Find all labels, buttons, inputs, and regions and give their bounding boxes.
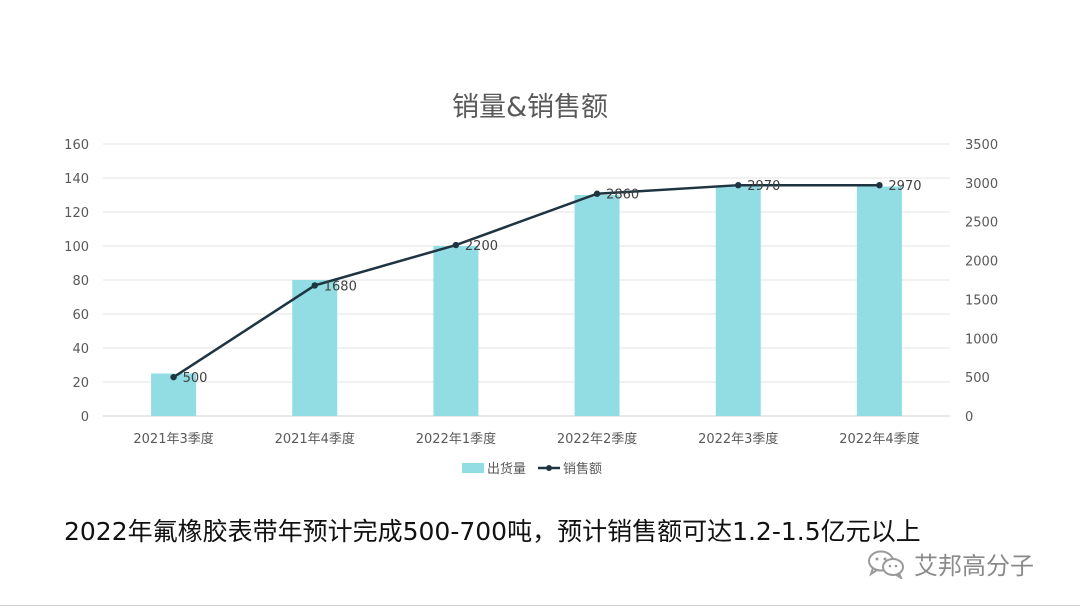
left-tick-label: 160 — [64, 138, 89, 153]
bar — [856, 186, 902, 416]
x-axis: 2021年3季度 2021年4季度 2022年1季度 2022年2季度 2022年3季度… — [133, 431, 919, 447]
x-tick-label: 2022年1季度 — [416, 431, 496, 447]
line-point — [735, 181, 742, 189]
caption-text: 2022年氟橡胶表带年预计完成500-700吨，预计销售额可达1.2-1.5亿元… — [64, 517, 921, 546]
watermark-text: 艾邦高分子 — [914, 552, 1034, 580]
legend-swatch-marker — [546, 465, 552, 471]
left-tick-label: 20 — [72, 376, 89, 391]
data-label: 2860 — [606, 188, 639, 203]
chart-title: 销量&销售额 — [452, 92, 608, 123]
x-tick-label: 2022年2季度 — [557, 431, 637, 447]
legend: 出货量 销售额 — [462, 461, 602, 477]
left-tick-label: 120 — [64, 206, 89, 221]
data-label: 500 — [183, 371, 208, 386]
line-point — [876, 181, 883, 189]
wechat-icon — [868, 550, 904, 579]
line-series: 500 1680 2200 2860 2970 2970 — [170, 179, 922, 386]
data-label: 2970 — [888, 179, 921, 194]
right-tick-label: 3000 — [965, 177, 998, 192]
right-tick-label: 0 — [965, 410, 973, 425]
bar-series — [151, 186, 902, 416]
bottom-divider — [0, 605, 1080, 606]
gridlines — [103, 143, 950, 417]
data-label: 2970 — [747, 179, 780, 194]
right-tick-label: 2500 — [965, 216, 998, 231]
right-tick-label: 3500 — [965, 138, 998, 153]
left-tick-label: 60 — [72, 308, 89, 323]
line-point — [311, 282, 318, 289]
bar — [715, 186, 761, 416]
left-tick-label: 0 — [81, 410, 89, 425]
left-tick-label: 40 — [72, 342, 89, 357]
bar — [292, 280, 338, 416]
bar — [433, 246, 479, 416]
line-point — [593, 190, 601, 197]
left-y-axis: 0 20 40 60 80 100 120 140 160 — [64, 138, 89, 425]
legend-label-bar: 出货量 — [487, 461, 526, 477]
bar — [574, 195, 620, 416]
legend-label-line: 销售额 — [563, 461, 602, 477]
left-tick-label: 100 — [64, 240, 89, 255]
left-tick-label: 140 — [64, 172, 89, 187]
right-y-axis: 0 500 1000 1500 2000 2500 3000 3500 — [965, 138, 998, 425]
line-point — [170, 373, 177, 381]
data-label: 1680 — [324, 279, 357, 294]
right-tick-label: 1500 — [965, 293, 998, 308]
right-tick-label: 1000 — [965, 332, 998, 347]
series-line — [172, 183, 880, 379]
legend-swatch-bar — [462, 463, 484, 473]
left-tick-label: 80 — [72, 274, 89, 289]
watermark: 艾邦高分子 — [866, 546, 1034, 581]
bar — [151, 373, 197, 416]
chart: 销量&销售额 500 1680 2200 2860 2970 2970 0 20 40 60 80… — [64, 92, 998, 477]
data-label: 2200 — [465, 239, 498, 254]
x-tick-label: 2022年4季度 — [839, 431, 919, 447]
right-tick-label: 500 — [965, 371, 990, 386]
x-tick-label: 2022年3季度 — [698, 431, 778, 447]
x-tick-label: 2021年3季度 — [133, 431, 213, 447]
line-point — [452, 241, 460, 249]
right-tick-label: 2000 — [965, 255, 998, 270]
x-tick-label: 2021年4季度 — [275, 431, 355, 447]
